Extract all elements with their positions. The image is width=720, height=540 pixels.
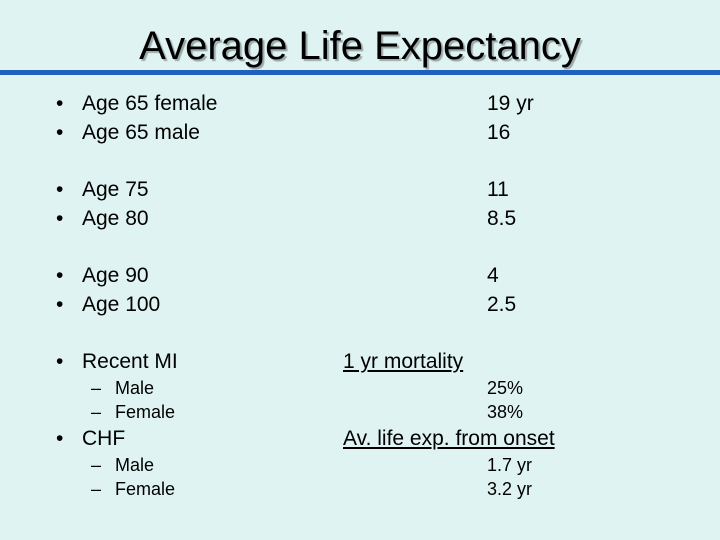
row-label: Age 75 [82,178,149,201]
row-label: Age 80 [82,207,149,230]
row-value: 16 [487,121,511,144]
sub-label: Female [115,479,176,499]
bullet-icon: • [56,264,64,287]
sub-value: 38% [487,402,524,422]
mi-heading: 1 yr mortality [343,350,464,373]
chf-heading: Av. life exp. from onset [343,427,555,450]
row-label: Age 100 [82,293,161,316]
row-value: 11 [487,178,509,201]
sub-value: 25% [487,378,524,398]
bullet-icon: • [56,92,64,115]
bullet-icon: • [56,207,64,230]
sub-label: Male [115,378,155,398]
bullet-icon: • [56,427,64,450]
row-value: 8.5 [487,207,517,230]
row-value: 19 yr [487,92,534,115]
bullet-icon: • [56,293,64,316]
dash-icon: – [91,378,102,398]
row-value: 4 [487,264,499,287]
sub-value: 3.2 yr [487,479,533,499]
chf-label: CHF [82,427,126,450]
row-value: 2.5 [487,293,517,316]
bullet-icon: • [56,350,64,373]
sub-label: Male [115,455,155,475]
dash-icon: – [91,479,102,499]
bullet-icon: • [56,121,64,144]
slide-title: Average Life Expectancy [139,24,581,68]
dash-icon: – [91,402,102,422]
mi-label: Recent MI [82,350,178,373]
dash-icon: – [91,455,102,475]
row-label: Age 65 male [82,121,200,144]
row-label: Age 65 female [82,92,218,115]
bullet-icon: • [56,178,64,201]
title-divider [0,70,720,75]
row-label: Age 90 [82,264,149,287]
sub-label: Female [115,402,176,422]
sub-value: 1.7 yr [487,455,533,475]
